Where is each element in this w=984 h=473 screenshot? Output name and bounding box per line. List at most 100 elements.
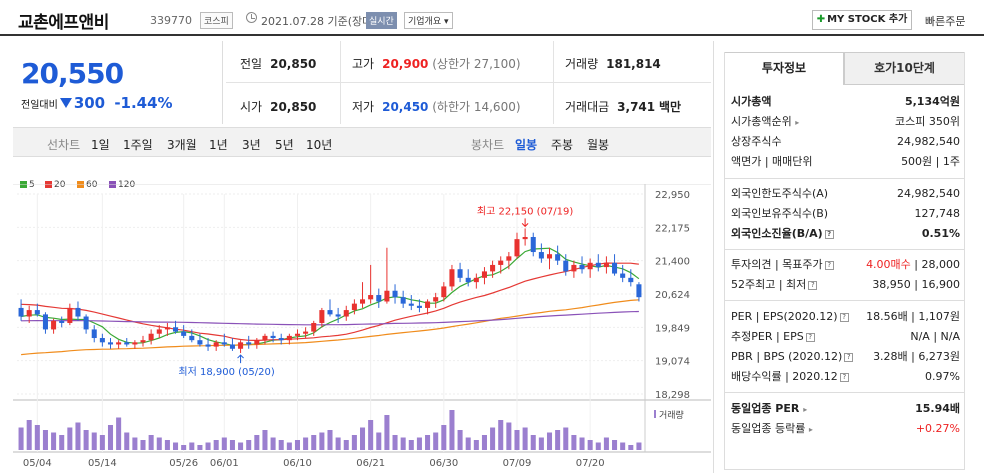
period-bar: 선차트 1일 1주일 3개월 1년 3년 5년 10년 봉차트 일봉 주봉 월봉 — [13, 127, 711, 157]
chevron-down-icon: ▾ — [444, 17, 449, 27]
candle-body — [327, 310, 333, 315]
help-icon[interactable]: ? — [805, 332, 815, 342]
candle-body — [522, 236, 528, 240]
volume-bar — [555, 430, 561, 450]
quote-volume-label: 거래량 — [565, 57, 599, 71]
info-row-foreign-holding: 외국인보유주식수(B) 127,748 — [731, 205, 960, 223]
help-icon[interactable]: ? — [824, 229, 834, 239]
candle-body — [571, 264, 577, 272]
volume-bar — [181, 445, 187, 450]
divider — [724, 300, 965, 301]
company-info-dropdown[interactable]: 기업개요 ▾ — [404, 12, 453, 29]
candle-chart-label: 봉차트 — [471, 138, 505, 152]
candle-body — [595, 262, 601, 268]
period-1d[interactable]: 1일 — [91, 138, 110, 152]
y-tick-label: 22,950 — [655, 190, 690, 201]
realtime-button[interactable]: 실시간 — [366, 12, 397, 29]
candle-body — [205, 344, 211, 347]
legend-label: 5 — [29, 180, 35, 190]
opinion-value: 4.00매수 — [866, 258, 911, 271]
period-daily[interactable]: 일봉 — [515, 138, 538, 152]
volume-bar — [433, 432, 439, 450]
volume-bar — [359, 427, 366, 450]
volume-bar — [620, 442, 626, 450]
info-row-market-cap-rank[interactable]: 시가총액순위 ▸ 코스피 350위 — [731, 113, 960, 131]
candle-body — [197, 340, 203, 345]
period-10y[interactable]: 10년 — [306, 138, 333, 152]
period-5y[interactable]: 5년 — [275, 138, 294, 152]
price-chart[interactable]: 22,950 22,175 21,400 20,624 19,849 19,074 18,2… — [13, 184, 711, 470]
y-tick-label: 19,074 — [655, 357, 690, 368]
volume-bar — [205, 442, 211, 450]
candle-body — [254, 340, 260, 345]
volume-bar — [213, 440, 219, 450]
candle-body — [368, 295, 374, 300]
volume-bar — [311, 435, 317, 450]
quote-trade-value-value: 3,741 — [617, 100, 656, 114]
info-value: N/A | N/A — [910, 330, 960, 343]
volume-bar — [132, 437, 138, 450]
info-label: 투자의견 | 목표주가? — [731, 256, 834, 274]
volume-bar — [612, 440, 618, 450]
volume-bar — [636, 442, 642, 450]
volume-bar — [457, 430, 463, 450]
help-icon[interactable]: ? — [844, 352, 854, 362]
candle-body — [311, 322, 317, 332]
ma20-line — [21, 262, 639, 342]
volume-bar — [603, 437, 609, 450]
period-3m[interactable]: 3개월 — [167, 138, 197, 152]
period-monthly[interactable]: 월봉 — [587, 138, 610, 152]
candle-body — [481, 271, 487, 278]
period-weekly[interactable]: 주봉 — [551, 138, 574, 152]
candle-body — [107, 342, 114, 345]
candle-body — [563, 260, 569, 272]
divider — [724, 392, 965, 393]
volume-bar — [83, 430, 89, 450]
tab-hoga-10[interactable]: 호가10단계 — [844, 52, 965, 85]
period-3y[interactable]: 3년 — [242, 138, 261, 152]
info-row-52week: 52주최고 | 최저? 38,950 | 16,900 — [731, 276, 960, 294]
help-icon[interactable]: ? — [839, 372, 849, 382]
volume-bar — [99, 435, 105, 450]
tab-investment-info[interactable]: 투자정보 — [724, 52, 844, 85]
legend-label: 120 — [118, 180, 136, 190]
info-row-industry-per[interactable]: 동일업종 PER ▸ 15.94배 — [731, 400, 960, 418]
period-1y[interactable]: 1년 — [209, 138, 228, 152]
candle-body — [75, 307, 81, 317]
legend-label: 20 — [54, 180, 66, 190]
candle-body — [213, 342, 219, 347]
x-tick-label: 07/09 — [503, 458, 532, 469]
candle-body — [238, 342, 244, 349]
info-label: 시가총액 — [731, 95, 772, 108]
quote-trade-value-label: 거래대금 — [565, 100, 610, 114]
info-row-industry-change[interactable]: 동일업종 등락률 ▸ +0.27% — [731, 420, 960, 438]
candle-body — [91, 329, 97, 339]
volume-bar — [506, 422, 512, 450]
info-label-text: PER | EPS(2020.12) — [731, 310, 838, 323]
info-label: 52주최고 | 최저? — [731, 276, 818, 294]
candle-body — [319, 310, 325, 323]
info-label-text: 동일업종 등락률 — [731, 422, 806, 435]
candle-body — [18, 307, 24, 317]
market-badge: 코스피 — [200, 12, 233, 29]
add-mystock-button[interactable]: ✚ MY STOCK 추가 — [812, 10, 912, 30]
quote-trade-value: 거래대금 3,741 백만 — [565, 98, 681, 115]
price-summary: 20,550 전일대비 300 -1.44% — [13, 41, 223, 124]
period-1w[interactable]: 1주일 — [123, 138, 153, 152]
quick-order-link[interactable]: 빠른주문 — [925, 15, 966, 28]
candle-body — [189, 335, 195, 341]
help-icon[interactable]: ? — [824, 260, 834, 270]
current-price: 20,550 — [21, 57, 124, 90]
help-icon[interactable]: ? — [839, 312, 849, 322]
volume-bar — [18, 427, 24, 450]
info-label-text: 추정PER | EPS — [731, 330, 804, 343]
info-value: 18.56배 | 1,107원 — [866, 310, 960, 323]
candle-body — [164, 327, 170, 330]
candle-body — [221, 342, 227, 345]
volume-bar — [571, 435, 577, 450]
candle-body — [278, 338, 284, 341]
help-icon[interactable]: ? — [808, 280, 818, 290]
volume-bar — [628, 445, 634, 450]
quote-divider — [226, 82, 711, 83]
volume-bar — [173, 442, 179, 450]
